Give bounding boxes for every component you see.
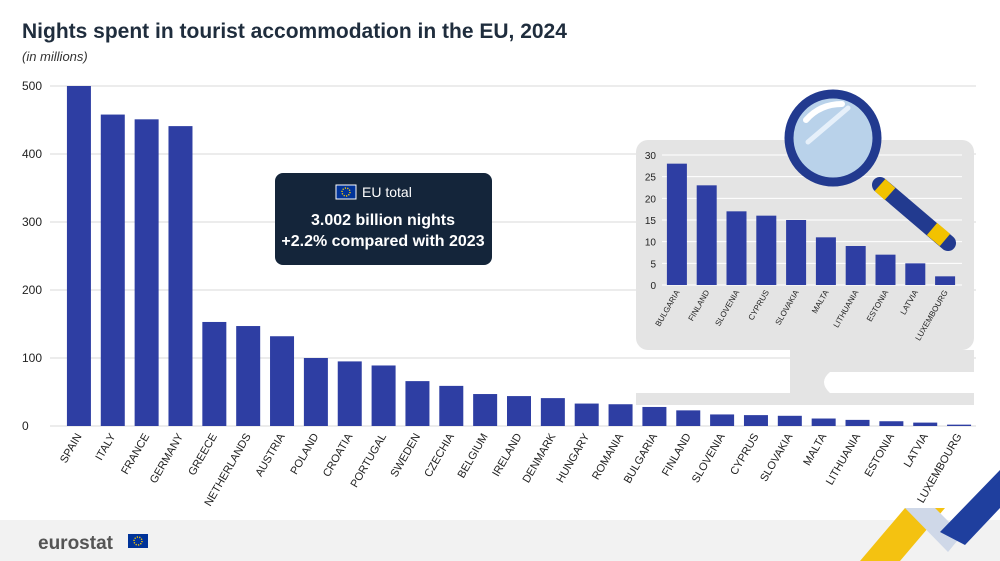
main-bar bbox=[303, 358, 328, 426]
inset-y-tick-label: 0 bbox=[650, 281, 656, 292]
callout-total: 3.002 billion nights bbox=[311, 212, 455, 229]
main-x-tick-label: SLOVAKIA bbox=[758, 431, 796, 484]
inset-y-tick-label: 10 bbox=[645, 238, 657, 249]
main-bar bbox=[202, 321, 227, 426]
main-bar bbox=[66, 86, 91, 426]
main-x-tick-label: MALTA bbox=[801, 431, 829, 468]
main-bar bbox=[439, 385, 464, 426]
main-bar bbox=[879, 421, 904, 426]
main-bar bbox=[236, 326, 261, 426]
callout-change: +2.2% compared with 2023 bbox=[281, 233, 484, 250]
main-bar bbox=[743, 415, 768, 426]
main-x-tick-label: GERMANY bbox=[148, 431, 187, 486]
main-bar bbox=[676, 410, 701, 426]
main-x-tick-label: PORTUGAL bbox=[349, 432, 390, 490]
main-bar bbox=[845, 419, 870, 426]
main-bar bbox=[405, 381, 430, 426]
eurostat-logo-text: eurostat bbox=[38, 533, 114, 554]
inset-bar bbox=[845, 246, 866, 285]
main-bar bbox=[947, 424, 972, 426]
inset-y-tick-label: 5 bbox=[650, 259, 656, 270]
main-x-tick-label: AUSTRIA bbox=[253, 431, 288, 479]
main-x-tick-label: LITHUANIA bbox=[824, 431, 863, 487]
magnifier-icon bbox=[784, 89, 956, 251]
main-bar bbox=[168, 126, 193, 427]
inset-y-axis: 0 5 10 15 20 25 30 bbox=[645, 151, 657, 292]
eu-total-callout: EU total 3.002 billion nights +2.2% comp… bbox=[275, 173, 492, 265]
inset-bar bbox=[815, 237, 836, 285]
inset-connector bbox=[636, 350, 974, 405]
inset-y-tick-label: 15 bbox=[645, 216, 657, 227]
main-bar bbox=[540, 398, 565, 426]
main-x-tick-label: HUNGARY bbox=[555, 431, 593, 485]
main-y-axis: 0 100 200 300 400 500 bbox=[22, 79, 42, 433]
inset-bar bbox=[935, 276, 956, 285]
footer-band bbox=[0, 520, 1000, 561]
main-x-tick-label: ITALY bbox=[94, 431, 119, 463]
main-x-tick-label: BULGARIA bbox=[622, 431, 661, 486]
corner-decoration bbox=[860, 470, 1000, 561]
main-y-tick-label: 100 bbox=[22, 351, 42, 365]
main-bars bbox=[66, 86, 972, 427]
main-x-tick-label: SPAIN bbox=[58, 431, 85, 465]
main-bar bbox=[473, 394, 498, 426]
eurostat-logo: eurostat bbox=[38, 533, 148, 554]
inset-bar bbox=[726, 211, 747, 285]
main-x-tick-label: BELGIUM bbox=[456, 432, 491, 481]
inset-bar bbox=[875, 254, 896, 285]
main-bar bbox=[913, 422, 938, 426]
main-bar bbox=[337, 361, 362, 426]
main-bar bbox=[371, 365, 396, 426]
inset-y-tick-label: 20 bbox=[645, 194, 657, 205]
inset-bar bbox=[666, 163, 687, 285]
eu-flag-icon bbox=[335, 184, 357, 200]
main-bar bbox=[777, 415, 802, 426]
main-bar bbox=[608, 404, 633, 426]
chart-title: Nights spent in tourist accommodation in… bbox=[22, 20, 567, 43]
main-bar bbox=[100, 114, 125, 426]
main-x-tick-label: IRELAND bbox=[490, 431, 524, 478]
main-x-tick-label: POLAND bbox=[288, 431, 321, 476]
main-y-tick-label: 500 bbox=[22, 79, 42, 93]
main-y-tick-label: 0 bbox=[22, 419, 29, 433]
eu-flag-icon bbox=[128, 534, 148, 548]
main-x-tick-label: CZECHIA bbox=[422, 431, 457, 479]
inset-bars bbox=[666, 163, 956, 285]
main-y-tick-label: 400 bbox=[22, 147, 42, 161]
main-x-tick-label: FINLAND bbox=[660, 431, 694, 478]
main-x-tick-label: ESTONIA bbox=[863, 431, 898, 479]
chart-subtitle: (in millions) bbox=[22, 49, 88, 64]
inset-bar bbox=[696, 185, 717, 285]
main-y-tick-label: 300 bbox=[22, 215, 42, 229]
main-x-tick-label: ROMANIA bbox=[590, 431, 626, 482]
main-y-tick-label: 200 bbox=[22, 283, 42, 297]
callout-background bbox=[275, 173, 492, 265]
inset-y-tick-label: 25 bbox=[645, 173, 657, 184]
main-bar bbox=[507, 396, 531, 426]
main-x-tick-label: GREECE bbox=[186, 432, 220, 478]
inset-bar bbox=[786, 220, 807, 285]
main-bar bbox=[642, 406, 667, 426]
main-x-tick-label: LATVIA bbox=[902, 431, 931, 470]
main-x-tick-label: CYPRUS bbox=[728, 432, 761, 478]
callout-label: EU total bbox=[362, 184, 412, 200]
main-bar bbox=[270, 336, 295, 426]
inset-bar bbox=[905, 263, 926, 285]
inset-bar bbox=[756, 215, 777, 285]
inset-y-tick-label: 30 bbox=[645, 151, 657, 162]
main-x-tick-label: SWEDEN bbox=[389, 431, 424, 479]
main-bar bbox=[134, 119, 159, 426]
main-x-tick-label: FRANCE bbox=[119, 432, 152, 477]
main-x-tick-label: DENMARK bbox=[521, 431, 559, 485]
main-bar bbox=[574, 403, 599, 426]
main-bar bbox=[811, 418, 836, 426]
main-bar bbox=[710, 414, 735, 426]
main-x-tick-label: SLOVENIA bbox=[690, 431, 728, 485]
main-x-tick-label: CROATIA bbox=[321, 431, 356, 479]
